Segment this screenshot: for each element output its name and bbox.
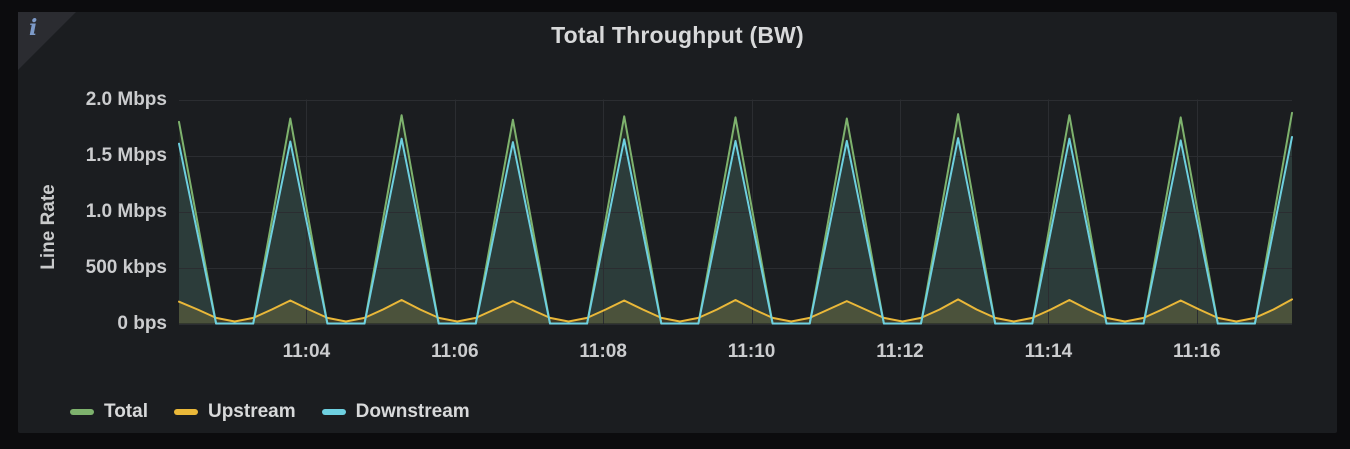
legend: Total Upstream Downstream [70, 399, 470, 425]
upstream-series-swatch-icon [173, 409, 198, 415]
legend-item-upstream[interactable]: Upstream [173, 399, 296, 425]
legend-label: Total [104, 401, 148, 422]
downstream-series-swatch-icon [321, 409, 346, 415]
info-icon: i [29, 15, 38, 41]
legend-label: Upstream [207, 401, 296, 422]
total-series-swatch-icon [70, 409, 94, 415]
panel-title[interactable]: Total Throughput (BW) [551, 22, 804, 48]
grafana-panel: i Total Throughput (BW) Total Upstream D… [18, 12, 1337, 433]
legend-label: Downstream [355, 401, 470, 422]
legend-item-downstream[interactable]: Downstream [321, 399, 470, 425]
legend-item-total[interactable]: Total [70, 399, 148, 425]
